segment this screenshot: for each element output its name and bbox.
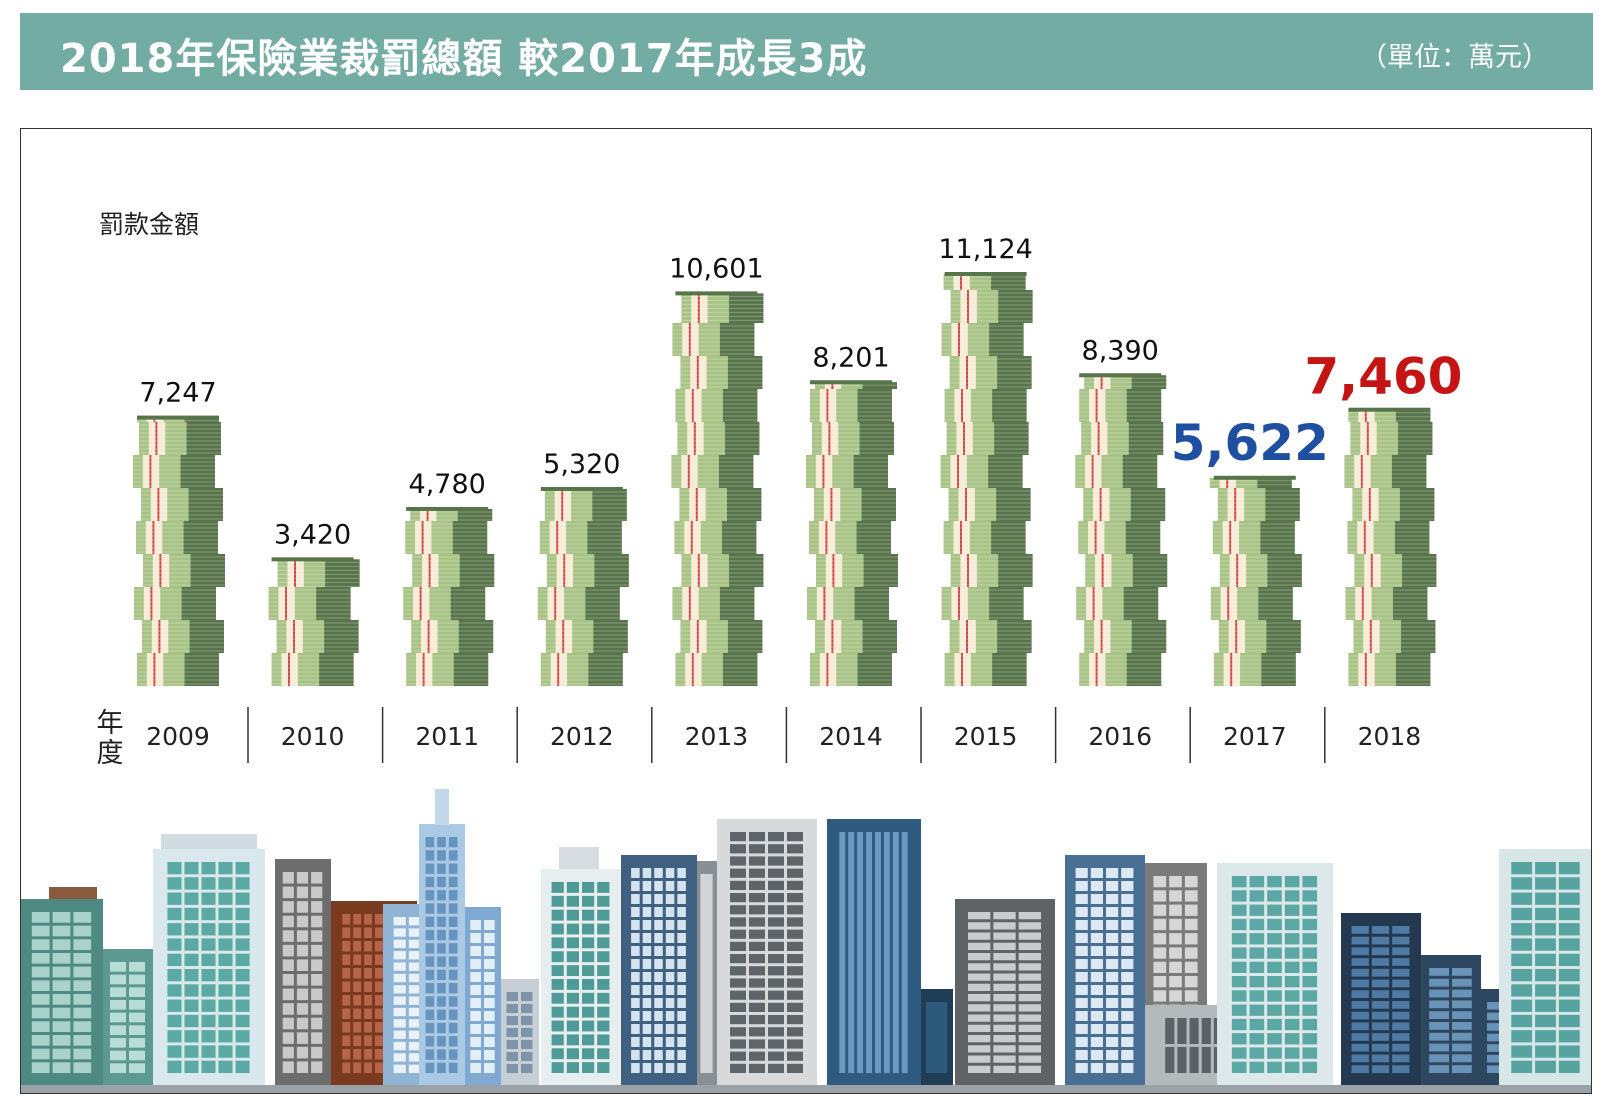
data-label: 8,201 xyxy=(812,342,889,373)
x-tick-label: 2016 xyxy=(1088,722,1152,751)
data-label: 7,247 xyxy=(139,378,216,409)
x-tick-label: 2018 xyxy=(1358,722,1422,751)
bar xyxy=(268,557,360,686)
x-tick-label: 2015 xyxy=(954,722,1018,751)
data-label: 3,420 xyxy=(274,519,351,550)
data-label: 4,780 xyxy=(409,469,486,500)
x-tick-label: 2017 xyxy=(1223,722,1287,751)
bar xyxy=(133,415,225,686)
bar xyxy=(1075,373,1168,686)
chart-title: 2018年保險業裁罰總額 較2017年成長3成 xyxy=(60,36,868,82)
data-label: 5,622 xyxy=(1171,414,1329,472)
data-label: 10,601 xyxy=(669,253,763,284)
x-tick-label: 2010 xyxy=(281,722,345,751)
chart-panel: 罰款金額 年度 7,247 2009 3,420 2010 4,780 2011 5,320… xyxy=(20,128,1592,1094)
data-label: 11,124 xyxy=(938,234,1032,265)
x-tick-label: 2009 xyxy=(146,722,210,751)
data-label: 8,390 xyxy=(1082,335,1159,366)
data-label: 5,320 xyxy=(543,449,620,480)
bar xyxy=(537,486,629,686)
city-skyline-illustration xyxy=(21,789,1591,1093)
title-banner: 2018年保險業裁罰總額 較2017年成長3成 （單位：萬元） xyxy=(20,13,1593,90)
x-tick-label: 2012 xyxy=(550,722,614,751)
bar xyxy=(403,506,495,686)
bar xyxy=(1344,407,1437,686)
x-tick-label: 2014 xyxy=(819,722,883,751)
bar xyxy=(806,380,898,686)
data-label: 7,460 xyxy=(1304,348,1462,406)
x-tick-label: 2013 xyxy=(685,722,749,751)
x-tick-label: 2011 xyxy=(415,722,479,751)
y-axis-label: 罰款金額 xyxy=(99,210,200,239)
bar xyxy=(1209,475,1302,686)
x-axis-label: 年度 xyxy=(96,708,124,769)
bar xyxy=(940,272,1033,686)
bar-chart: 7,247 2009 3,420 2010 4,780 2011 5,320 2012 10,6… xyxy=(133,234,1462,763)
bar xyxy=(671,291,764,686)
unit-label: （單位：萬元） xyxy=(1360,42,1549,73)
